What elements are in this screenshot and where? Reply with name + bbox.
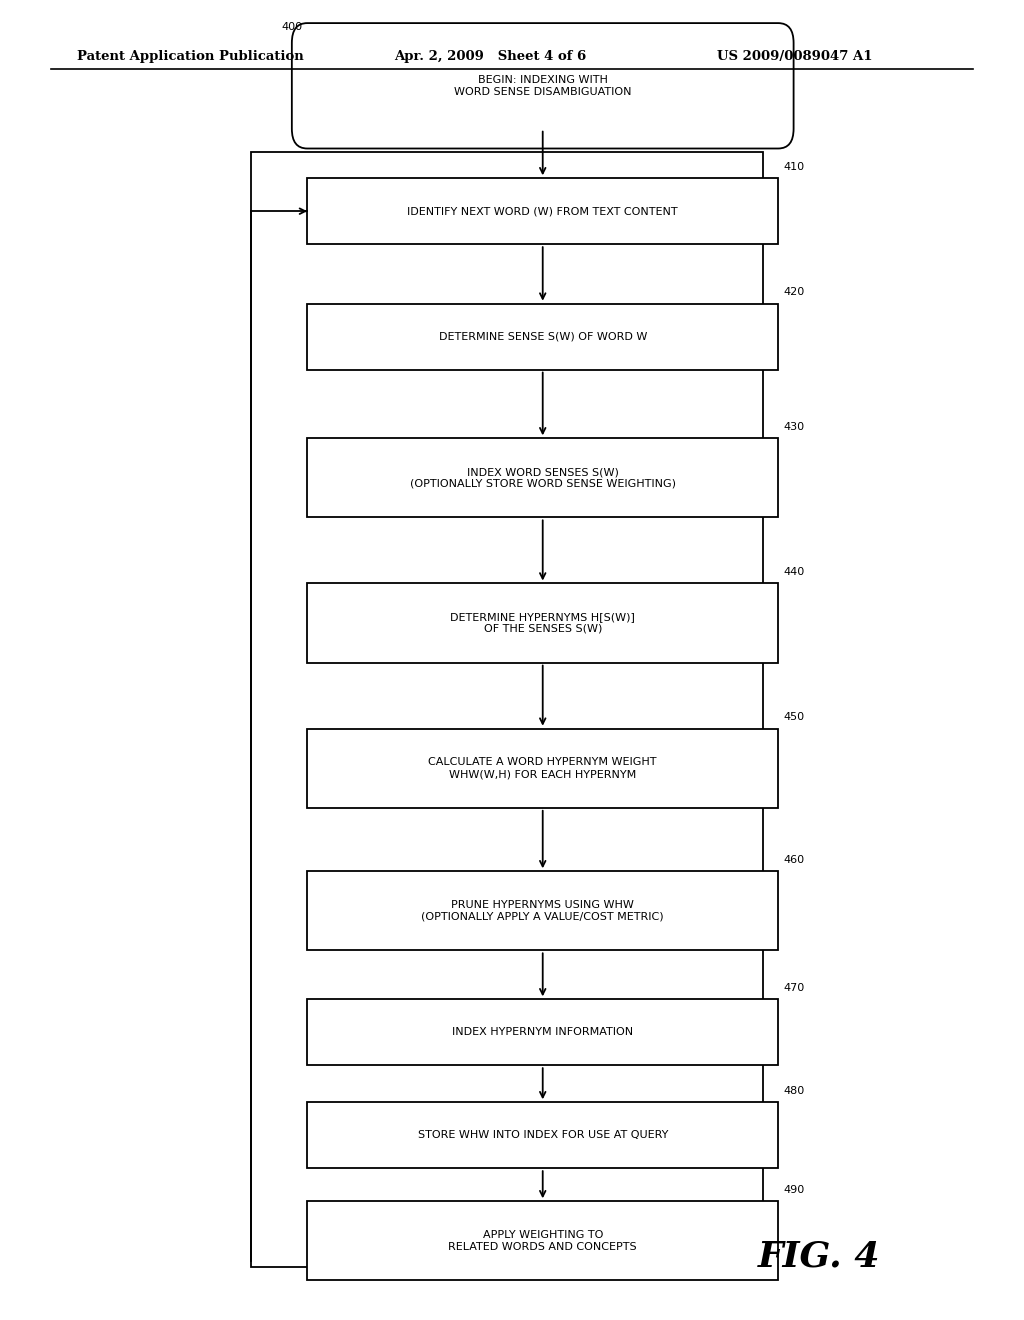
- Text: 410: 410: [783, 161, 805, 172]
- Text: FIG. 4: FIG. 4: [758, 1239, 881, 1274]
- FancyBboxPatch shape: [307, 178, 778, 244]
- Text: 450: 450: [783, 711, 805, 722]
- Text: 470: 470: [783, 982, 805, 993]
- FancyBboxPatch shape: [292, 22, 794, 149]
- Text: 440: 440: [783, 566, 805, 577]
- FancyBboxPatch shape: [307, 999, 778, 1065]
- Text: INDEX HYPERNYM INFORMATION: INDEX HYPERNYM INFORMATION: [453, 1027, 633, 1038]
- FancyBboxPatch shape: [307, 871, 778, 950]
- Text: US 2009/0089047 A1: US 2009/0089047 A1: [717, 50, 872, 63]
- Text: DETERMINE SENSE S(W) OF WORD W: DETERMINE SENSE S(W) OF WORD W: [438, 331, 647, 342]
- Text: 400: 400: [281, 22, 302, 32]
- Text: BEGIN: INDEXING WITH
WORD SENSE DISAMBIGUATION: BEGIN: INDEXING WITH WORD SENSE DISAMBIG…: [454, 75, 632, 96]
- FancyBboxPatch shape: [307, 438, 778, 517]
- FancyBboxPatch shape: [307, 304, 778, 370]
- Bar: [251, 152, 763, 1267]
- Text: 460: 460: [783, 854, 805, 865]
- Text: INDEX WORD SENSES S(W)
(OPTIONALLY STORE WORD SENSE WEIGHTING): INDEX WORD SENSES S(W) (OPTIONALLY STORE…: [410, 467, 676, 488]
- Text: 420: 420: [783, 286, 805, 297]
- Text: PRUNE HYPERNYMS USING WHW
(OPTIONALLY APPLY A VALUE/COST METRIC): PRUNE HYPERNYMS USING WHW (OPTIONALLY AP…: [422, 900, 664, 921]
- Text: 480: 480: [783, 1085, 805, 1096]
- Text: APPLY WEIGHTING TO
RELATED WORDS AND CONCEPTS: APPLY WEIGHTING TO RELATED WORDS AND CON…: [449, 1230, 637, 1251]
- FancyBboxPatch shape: [307, 729, 778, 808]
- FancyBboxPatch shape: [307, 583, 778, 663]
- Text: CALCULATE A WORD HYPERNYM WEIGHT
WHW(W,H) FOR EACH HYPERNYM: CALCULATE A WORD HYPERNYM WEIGHT WHW(W,H…: [428, 758, 657, 779]
- FancyBboxPatch shape: [307, 1102, 778, 1168]
- Text: IDENTIFY NEXT WORD (W) FROM TEXT CONTENT: IDENTIFY NEXT WORD (W) FROM TEXT CONTENT: [408, 206, 678, 216]
- FancyBboxPatch shape: [307, 1201, 778, 1280]
- Text: 490: 490: [783, 1184, 805, 1195]
- Text: Apr. 2, 2009   Sheet 4 of 6: Apr. 2, 2009 Sheet 4 of 6: [394, 50, 587, 63]
- Text: STORE WHW INTO INDEX FOR USE AT QUERY: STORE WHW INTO INDEX FOR USE AT QUERY: [418, 1130, 668, 1140]
- Text: DETERMINE HYPERNYMS H[S(W)]
OF THE SENSES S(W): DETERMINE HYPERNYMS H[S(W)] OF THE SENSE…: [451, 612, 635, 634]
- Text: 430: 430: [783, 421, 805, 432]
- Text: Patent Application Publication: Patent Application Publication: [77, 50, 303, 63]
